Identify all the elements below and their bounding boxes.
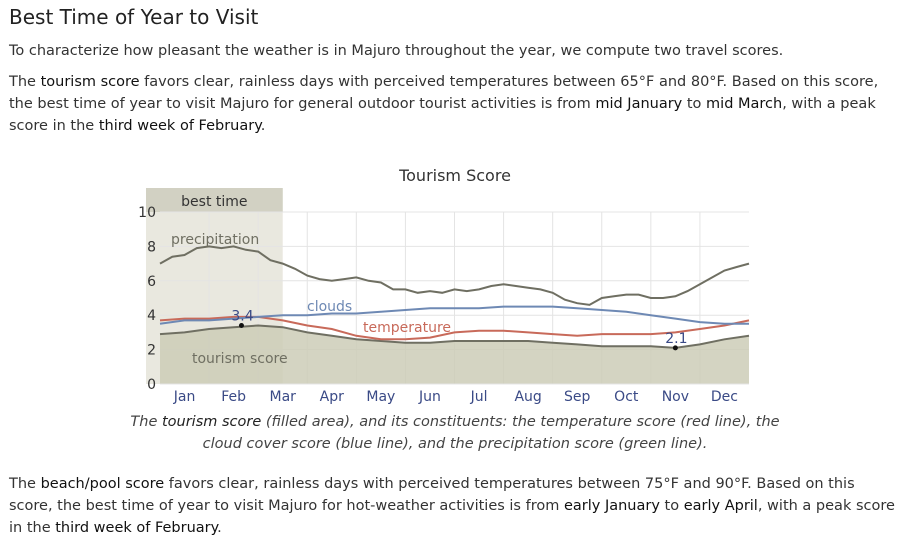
text-span: , with a peak score in the — [9, 498, 895, 536]
text-span: (filled area), and its constituents: the… — [202, 414, 780, 452]
keyword-beach-score: beach/pool score — [40, 476, 165, 492]
x-tick-label: Nov — [662, 389, 689, 405]
x-tick-label: Feb — [221, 389, 246, 405]
x-tick-label: May — [366, 389, 395, 405]
keyword-tourism-score: tourism score — [40, 74, 140, 90]
annotation-label: 3.4 — [231, 309, 253, 325]
text-span: favors clear, rainless days with perceiv… — [9, 476, 855, 514]
y-tick-label: 6 — [147, 274, 156, 290]
keyword-start: early January — [563, 498, 660, 514]
tourism-score-chart: Tourism Score best time 0 2 4 6 8 10 Jan Feb Mar Ap… — [138, 166, 750, 405]
keyword-peak: third week of February — [98, 118, 261, 134]
text-span: The — [9, 74, 41, 90]
x-tick-label: Jan — [173, 389, 196, 405]
x-tick-label: Aug — [514, 389, 541, 405]
intro-text: To characterize how pleasant the weather… — [9, 43, 784, 59]
text-span: , with a peak score in the — [9, 96, 876, 134]
text-span: The — [130, 414, 162, 430]
y-tick-label: 10 — [138, 205, 156, 221]
precipitation-label: precipitation — [171, 232, 259, 248]
text-span: The — [9, 476, 41, 492]
text-span: to — [659, 498, 684, 514]
y-tick-label: 8 — [147, 239, 156, 255]
precipitation-line — [159, 245, 750, 306]
best-time-header — [146, 188, 283, 212]
y-tick-label: 0 — [147, 377, 156, 393]
x-tick-label: Sep — [564, 389, 591, 405]
annotation-point — [672, 345, 678, 351]
temperature-label: temperature — [363, 320, 451, 336]
keyword-tourism-score: tourism score — [161, 414, 262, 430]
annotation-point — [238, 323, 244, 329]
tourism-paragraph: The tourism score favors clear, rainless… — [9, 71, 899, 137]
y-tick-label: 4 — [147, 308, 156, 324]
keyword-end: early April — [683, 498, 758, 514]
x-tick-label: Oct — [614, 389, 639, 405]
annotation-label: 2.1 — [665, 331, 687, 347]
x-tick-label: Dec — [711, 389, 738, 405]
x-tick-label: Jun — [418, 389, 441, 405]
beach-paragraph: The beach/pool score favors clear, rainl… — [9, 473, 899, 539]
text-span: . — [217, 520, 222, 536]
tourism-score-label: tourism score — [192, 351, 288, 367]
keyword-end: mid March — [706, 96, 783, 112]
text-span: to — [682, 96, 707, 112]
y-tick-label: 2 — [147, 343, 156, 359]
x-tick-label: Mar — [269, 389, 296, 405]
best-time-label: best time — [181, 194, 247, 210]
keyword-start: mid January — [595, 96, 683, 112]
section-heading: Best Time of Year to Visit — [9, 5, 259, 29]
tourism-score-area — [160, 325, 749, 384]
clouds-line — [159, 305, 749, 325]
x-tick-label: Jul — [470, 389, 488, 405]
x-tick-label: Apr — [320, 389, 344, 405]
chart-title: Tourism Score — [398, 166, 511, 185]
text-span: favors clear, rainless days with perceiv… — [9, 74, 879, 112]
tourism-score-line — [159, 324, 750, 349]
keyword-peak: third week of February — [55, 520, 218, 536]
text-span: . — [260, 118, 266, 134]
clouds-label: clouds — [307, 299, 352, 315]
chart-caption: The tourism score (filled area), and its… — [120, 411, 790, 455]
